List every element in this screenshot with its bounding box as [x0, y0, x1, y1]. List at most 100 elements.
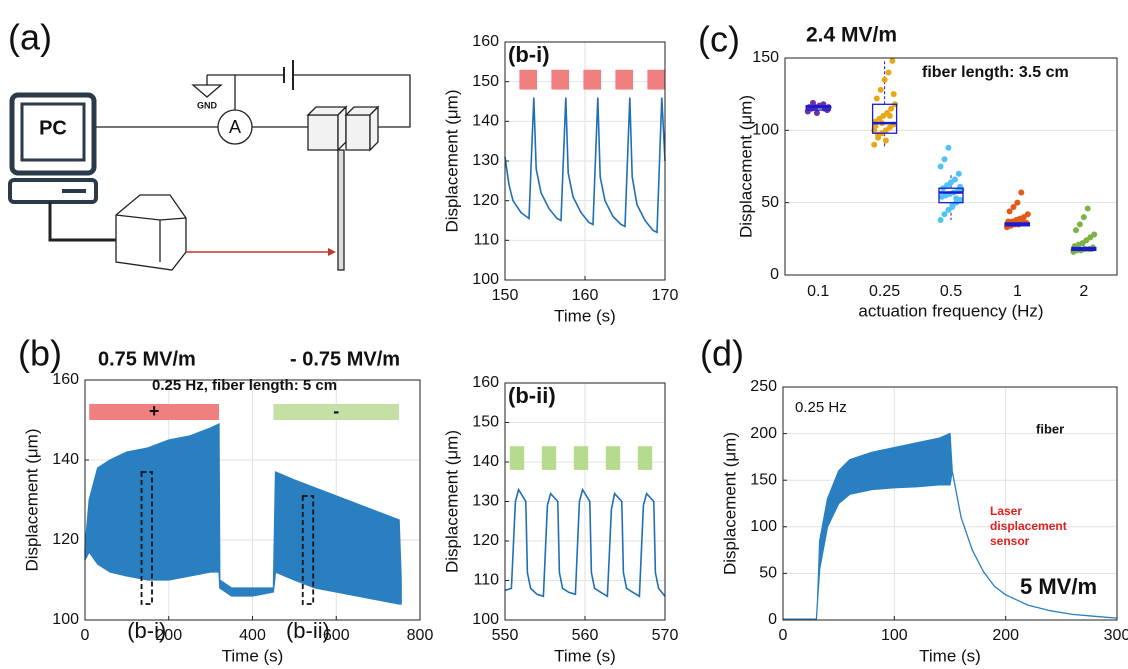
y-tick-label: 140	[52, 451, 79, 468]
x-tick-label: 100	[881, 627, 908, 644]
y-tick-label: 50	[761, 194, 779, 211]
data-line	[504, 97, 666, 234]
y-tick-label: 150	[472, 414, 499, 431]
x-tick-label: 150	[492, 287, 519, 304]
panel-label: (d)	[700, 333, 744, 374]
y-tick-label: 120	[472, 192, 499, 209]
x-tick-label: 400	[239, 627, 266, 644]
plot-frame	[784, 57, 1118, 276]
data-point	[957, 183, 964, 190]
x-tick-label: 2	[1079, 283, 1088, 300]
x-axis-label: Time (s)	[919, 646, 981, 665]
pulse	[509, 446, 525, 470]
data-point	[813, 109, 820, 116]
data-point	[955, 170, 962, 177]
wire	[293, 74, 411, 128]
inset-title: (b-i)	[508, 42, 550, 67]
y-tick-label: 250	[750, 378, 777, 395]
data-point	[888, 105, 895, 112]
y-tick-label: 100	[472, 271, 499, 288]
x-axis-label: Time (s)	[554, 646, 616, 665]
data-point	[889, 57, 896, 64]
y-tick-label: 130	[472, 493, 499, 510]
data-point	[937, 217, 944, 224]
y-axis-label: Displacement (μm)	[720, 432, 739, 575]
box	[938, 187, 964, 204]
y-tick-label: 140	[472, 113, 499, 130]
zoom-box	[301, 495, 315, 605]
y-tick-label: 160	[472, 374, 499, 391]
data-line	[504, 487, 666, 598]
data-point	[1010, 204, 1017, 211]
y-tick-label: 130	[472, 152, 499, 169]
y-axis-label: Displacement (μm)	[442, 430, 461, 573]
x-tick-label: 200	[155, 627, 182, 644]
x-tick-label: 550	[492, 627, 519, 644]
fiber	[337, 149, 345, 271]
data-point	[890, 91, 897, 98]
x-tick-label: 560	[572, 627, 599, 644]
field-bar	[89, 404, 219, 420]
x-tick-label: 0.5	[940, 283, 962, 300]
plot-frame	[84, 379, 421, 621]
note: 0.25 Hz, fiber length: 5 cm	[152, 377, 337, 394]
pulse	[541, 446, 557, 470]
pulse	[583, 69, 601, 90]
x-tick-label: 0.1	[807, 283, 829, 300]
x-tick-label: 570	[652, 627, 679, 644]
data-point	[937, 163, 944, 170]
data-point	[951, 176, 958, 183]
pc-base	[8, 178, 98, 204]
y-tick-label: 120	[472, 532, 499, 549]
data-point	[810, 99, 816, 106]
x-tick-label: 0.25	[869, 283, 900, 300]
annotation: fiber length: 3.5 cm	[922, 64, 1069, 81]
panel-label: (c)	[698, 19, 740, 60]
zoom-label: (b-i)	[127, 618, 166, 643]
data-point	[949, 204, 956, 211]
y-tick-label: 110	[473, 232, 499, 249]
x-axis-label: Time (s)	[222, 646, 284, 665]
y-axis-label: Displacement (μm)	[736, 95, 755, 238]
pulse	[573, 446, 589, 470]
data-point	[875, 131, 882, 138]
x-tick-label: 170	[652, 287, 679, 304]
data-point	[941, 156, 948, 163]
data-point	[885, 69, 892, 76]
y-tick-label: 200	[750, 425, 777, 442]
y-tick-label: 100	[750, 518, 777, 535]
inset-label: fiber	[1036, 421, 1064, 436]
field-label: 5 MV/m	[1020, 574, 1097, 599]
y-tick-label: 0	[768, 611, 777, 628]
data-point	[872, 122, 879, 129]
zoom-label: (b-ii)	[286, 618, 330, 643]
data-point	[941, 211, 948, 218]
arrow-head	[328, 248, 336, 256]
x-tick-label: 0	[81, 627, 90, 644]
y-tick-label: 100	[52, 611, 79, 628]
x-tick-label: 300	[1104, 627, 1128, 644]
pc-screen	[20, 102, 86, 162]
field-label: 0.75 MV/m	[98, 348, 196, 370]
y-tick-label: 100	[472, 611, 499, 628]
plot-frame	[504, 382, 666, 621]
data-point	[1018, 189, 1025, 196]
field-sign: -	[333, 401, 339, 421]
data-point	[953, 195, 960, 202]
pulse	[605, 446, 621, 470]
panel-label: (b)	[18, 333, 62, 374]
data-point	[1006, 208, 1013, 215]
pulse	[615, 69, 633, 90]
y-tick-label: 120	[52, 531, 79, 548]
x-tick-label: 0	[779, 627, 788, 644]
pulse	[551, 69, 569, 90]
y-tick-label: 150	[472, 73, 499, 90]
x-tick-label: 160	[572, 287, 599, 304]
panel-label: (a)	[8, 17, 52, 58]
x-tick-label: 800	[407, 627, 434, 644]
x-tick-label: 600	[323, 627, 350, 644]
y-tick-label: 140	[472, 453, 499, 470]
y-tick-label: 50	[759, 565, 777, 582]
pulse	[637, 446, 653, 470]
